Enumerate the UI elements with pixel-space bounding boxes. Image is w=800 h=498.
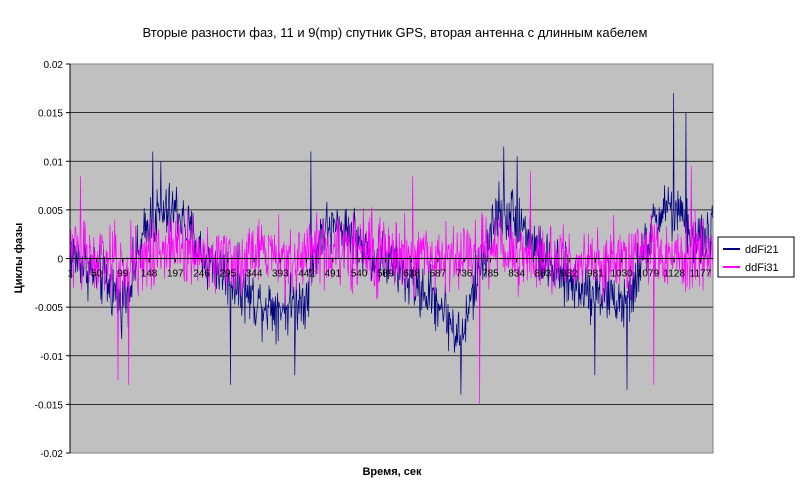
y-tick-label: -0.005 — [35, 303, 64, 314]
x-tick-label: 246 — [193, 269, 210, 280]
x-tick-label: 50 — [91, 269, 103, 280]
x-tick-label: 736 — [456, 269, 473, 280]
x-tick-label: 99 — [117, 269, 129, 280]
x-tick-label: 197 — [167, 269, 184, 280]
x-tick-label: 1030 — [611, 269, 634, 280]
series-group — [69, 93, 714, 405]
y-tick-label: 0 — [57, 255, 63, 266]
y-axis: -0.02 -0.015 -0.01 -0.005 0 0.005 0.01 0.015 0.0… — [35, 60, 71, 460]
x-tick-label: 295 — [219, 269, 236, 280]
x-tick-label: 687 — [430, 269, 447, 280]
x-tick-label: 589 — [377, 269, 394, 280]
x-tick-label: 981 — [587, 269, 604, 280]
x-tick-label: 785 — [482, 269, 499, 280]
x-tick-label: 1 — [67, 269, 73, 280]
x-tick-label: 883 — [535, 269, 552, 280]
x-tick-label: 442 — [298, 269, 315, 280]
x-tick-label: 393 — [272, 269, 289, 280]
y-axis-label: Циклы фазы — [13, 223, 25, 294]
x-axis-label: Время, сек — [362, 466, 422, 478]
y-tick-label: 0.015 — [38, 109, 63, 120]
x-tick-label: 1177 — [690, 269, 712, 280]
x-tick-label: 1079 — [637, 269, 660, 280]
y-tick-label: 0.01 — [44, 157, 64, 168]
x-tick-label: 932 — [561, 269, 578, 280]
x-axis: 1 50 99 148 197 246 295 344 393 442 491 540 589 638 68… — [67, 258, 713, 280]
x-tick-label: 834 — [508, 269, 525, 280]
legend: ddFi21 ddFi31 — [717, 236, 795, 278]
x-tick-label: 1128 — [663, 269, 685, 280]
legend-label-ddFi31: ddFi31 — [745, 262, 779, 274]
y-tick-label: -0.015 — [35, 400, 64, 411]
x-tick-label: 148 — [141, 269, 158, 280]
x-tick-label: 638 — [403, 269, 420, 280]
y-tick-label: -0.01 — [40, 352, 63, 363]
y-tick-label: -0.02 — [40, 449, 63, 460]
legend-label-ddFi21: ddFi21 — [745, 244, 779, 256]
chart-title: Вторые разности фаз, 11 и 9(mp) спутник … — [143, 25, 648, 40]
legend-box — [717, 236, 795, 278]
y-tick-label: 0.02 — [44, 60, 64, 71]
x-tick-label: 540 — [351, 269, 368, 280]
x-tick-label: 344 — [246, 269, 263, 280]
y-tick-label: 0.005 — [38, 206, 63, 217]
series-line-ddFi31 — [69, 166, 714, 405]
x-tick-label: 491 — [324, 269, 341, 280]
